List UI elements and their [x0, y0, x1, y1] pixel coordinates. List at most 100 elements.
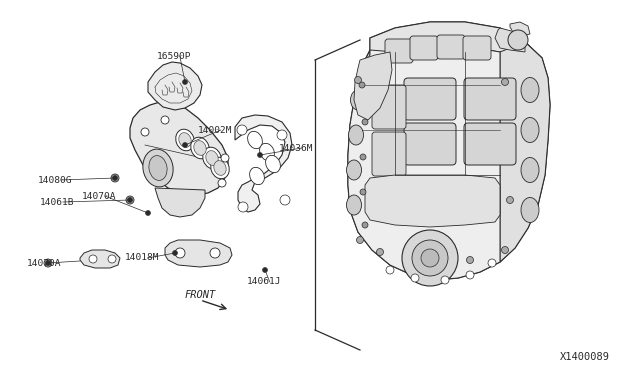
Circle shape: [359, 82, 365, 88]
Ellipse shape: [346, 195, 362, 215]
Ellipse shape: [351, 90, 365, 110]
Circle shape: [362, 119, 368, 125]
Circle shape: [506, 196, 513, 203]
Ellipse shape: [250, 167, 264, 185]
Circle shape: [360, 189, 366, 195]
FancyBboxPatch shape: [464, 78, 516, 120]
Polygon shape: [500, 42, 550, 262]
Polygon shape: [348, 22, 550, 280]
Circle shape: [113, 176, 118, 180]
Circle shape: [111, 174, 119, 182]
Circle shape: [502, 247, 509, 253]
Circle shape: [467, 257, 474, 263]
Circle shape: [488, 259, 496, 267]
Circle shape: [411, 274, 419, 282]
Circle shape: [257, 153, 262, 157]
Ellipse shape: [211, 157, 229, 179]
FancyBboxPatch shape: [410, 36, 438, 60]
Circle shape: [386, 266, 394, 274]
Text: 14080G: 14080G: [38, 176, 72, 185]
Circle shape: [277, 130, 287, 140]
Text: FRONT: FRONT: [185, 290, 216, 300]
Ellipse shape: [260, 143, 275, 161]
Text: 14070A: 14070A: [27, 259, 61, 267]
Polygon shape: [130, 102, 228, 195]
Circle shape: [221, 154, 229, 162]
FancyBboxPatch shape: [404, 123, 456, 165]
Ellipse shape: [214, 161, 226, 175]
Circle shape: [218, 179, 226, 187]
Polygon shape: [148, 62, 202, 110]
Circle shape: [402, 230, 458, 286]
Circle shape: [126, 196, 134, 204]
Circle shape: [145, 211, 150, 215]
Circle shape: [161, 116, 169, 124]
Text: 14018M: 14018M: [125, 253, 159, 263]
Polygon shape: [235, 115, 292, 212]
Ellipse shape: [248, 131, 262, 149]
Ellipse shape: [143, 149, 173, 187]
Ellipse shape: [266, 155, 280, 173]
Circle shape: [237, 125, 247, 135]
Circle shape: [108, 255, 116, 263]
Ellipse shape: [149, 155, 167, 180]
Polygon shape: [365, 175, 500, 227]
Polygon shape: [495, 28, 525, 52]
FancyBboxPatch shape: [372, 132, 406, 176]
Ellipse shape: [521, 198, 539, 222]
Circle shape: [280, 195, 290, 205]
Circle shape: [466, 271, 474, 279]
Text: 14002M: 14002M: [198, 125, 232, 135]
Circle shape: [45, 260, 51, 266]
Circle shape: [175, 248, 185, 258]
Text: 16590P: 16590P: [157, 51, 191, 61]
Text: X1400089: X1400089: [560, 352, 610, 362]
Circle shape: [362, 222, 368, 228]
FancyBboxPatch shape: [464, 123, 516, 165]
Polygon shape: [348, 46, 500, 280]
Text: 14070A: 14070A: [82, 192, 116, 201]
Circle shape: [502, 78, 509, 86]
Circle shape: [238, 202, 248, 212]
Polygon shape: [155, 188, 205, 217]
Ellipse shape: [179, 133, 191, 147]
Polygon shape: [510, 22, 530, 36]
Circle shape: [210, 248, 220, 258]
FancyBboxPatch shape: [404, 78, 456, 120]
FancyBboxPatch shape: [385, 39, 413, 63]
Ellipse shape: [521, 157, 539, 183]
Ellipse shape: [521, 77, 539, 103]
Polygon shape: [80, 250, 120, 268]
Text: 14061J: 14061J: [247, 278, 282, 286]
Ellipse shape: [206, 151, 218, 165]
Ellipse shape: [176, 129, 195, 151]
Ellipse shape: [191, 137, 209, 159]
Text: 14036M: 14036M: [279, 144, 314, 153]
Ellipse shape: [521, 118, 539, 142]
Circle shape: [182, 80, 188, 84]
FancyBboxPatch shape: [437, 35, 465, 59]
Circle shape: [360, 154, 366, 160]
FancyBboxPatch shape: [463, 36, 491, 60]
Ellipse shape: [349, 125, 364, 145]
Polygon shape: [354, 52, 392, 120]
Circle shape: [262, 267, 268, 273]
Circle shape: [356, 237, 364, 244]
FancyBboxPatch shape: [372, 85, 406, 129]
Ellipse shape: [194, 141, 206, 155]
Ellipse shape: [346, 160, 362, 180]
Circle shape: [173, 250, 177, 256]
Circle shape: [182, 142, 188, 148]
Circle shape: [441, 276, 449, 284]
Circle shape: [355, 77, 362, 83]
Circle shape: [508, 30, 528, 50]
Circle shape: [89, 255, 97, 263]
Text: 14061B: 14061B: [40, 198, 74, 206]
Circle shape: [127, 198, 132, 202]
Circle shape: [44, 259, 52, 267]
Circle shape: [421, 249, 439, 267]
Circle shape: [376, 248, 383, 256]
Circle shape: [141, 128, 149, 136]
Polygon shape: [165, 240, 232, 267]
Circle shape: [412, 240, 448, 276]
